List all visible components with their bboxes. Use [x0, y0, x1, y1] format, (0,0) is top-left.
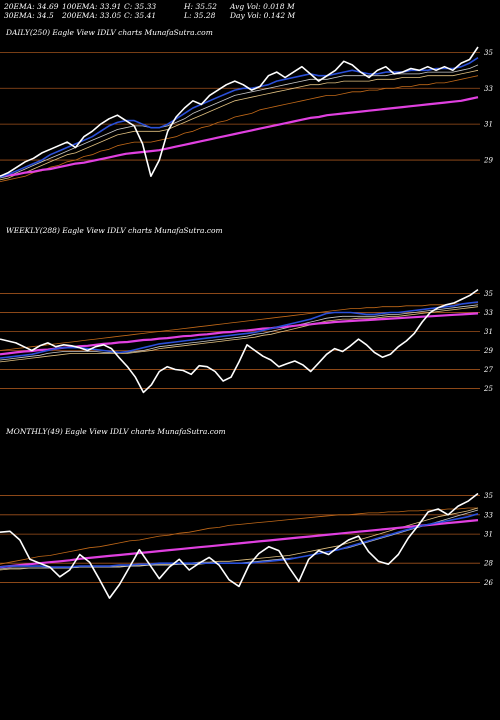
weekly-panel-label: WEEKLY(288) Eagle View IDLV charts Munaf…: [6, 226, 223, 235]
daily-ema-mid3-line: [0, 75, 479, 182]
monthly-ema-fast-line: [0, 513, 479, 568]
low-value: L: 35.28: [184, 11, 216, 20]
monthly-y-tick-label: 35: [484, 492, 493, 500]
indicator-header: 20EMA: 34.69 100EMA: 33.91 C: 35.33 H: 3…: [4, 2, 484, 22]
monthly-ema-mid3-line: [0, 507, 478, 565]
daily-price-line: [0, 46, 479, 177]
daily-y-tick-label: 35: [484, 49, 493, 57]
daily-panel-label: DAILY(250) Eagle View IDLV charts Munafa…: [6, 28, 213, 37]
close-value: C: 35.33: [124, 2, 157, 11]
weekly-y-tick-label: 33: [484, 309, 493, 317]
daily-ema-long-line: [0, 96, 479, 178]
daily-y-tick-label: 33: [484, 85, 493, 93]
weekly-y-tick-label: 29: [483, 347, 493, 355]
daily-ema-fast-line: [0, 57, 479, 178]
avg-volume: Avg Vol: 0.018 M: [230, 2, 295, 11]
daily-y-tick-label: 31: [484, 121, 493, 129]
weekly-y-tick-label: 35: [484, 290, 493, 298]
daily-ema-mid1-line: [0, 64, 479, 179]
close-value-2: C: 35.41: [124, 11, 157, 20]
monthly-y-tick-label: 26: [483, 579, 493, 587]
weekly-price-line: [0, 288, 479, 394]
weekly-y-tick-label: 27: [483, 366, 493, 374]
weekly-ema-long-line: [0, 312, 479, 356]
monthly-y-tick-label: 33: [484, 511, 493, 519]
ema200-value: 200EMA: 33.05: [62, 11, 122, 20]
ema100-value: 100EMA: 33.91: [62, 2, 122, 11]
high-value: H: 35.52: [184, 2, 217, 11]
weekly-ema-mid3-line: [0, 302, 478, 351]
ema30-value: 30EMA: 34.5: [4, 11, 54, 20]
ema20-value: 20EMA: 34.69: [4, 2, 59, 11]
monthly-ema-long-line: [0, 519, 479, 569]
daily-y-tick-label: 29: [483, 157, 493, 165]
monthly-y-tick-label: 28: [483, 560, 493, 568]
monthly-price-line: [0, 492, 479, 599]
day-volume: Day Vol: 0.142 M: [230, 11, 296, 20]
weekly-y-tick-label: 31: [484, 328, 493, 336]
weekly-y-tick-label: 25: [483, 385, 493, 393]
monthly-y-tick-label: 31: [484, 531, 493, 539]
weekly-ema-mid1-line: [0, 304, 479, 361]
weekly-ema-mid2-line: [0, 306, 479, 363]
monthly-panel-label: MONTHLY(49) Eagle View IDLV charts Munaf…: [6, 427, 226, 436]
daily-ema-mid2-line: [0, 69, 479, 181]
